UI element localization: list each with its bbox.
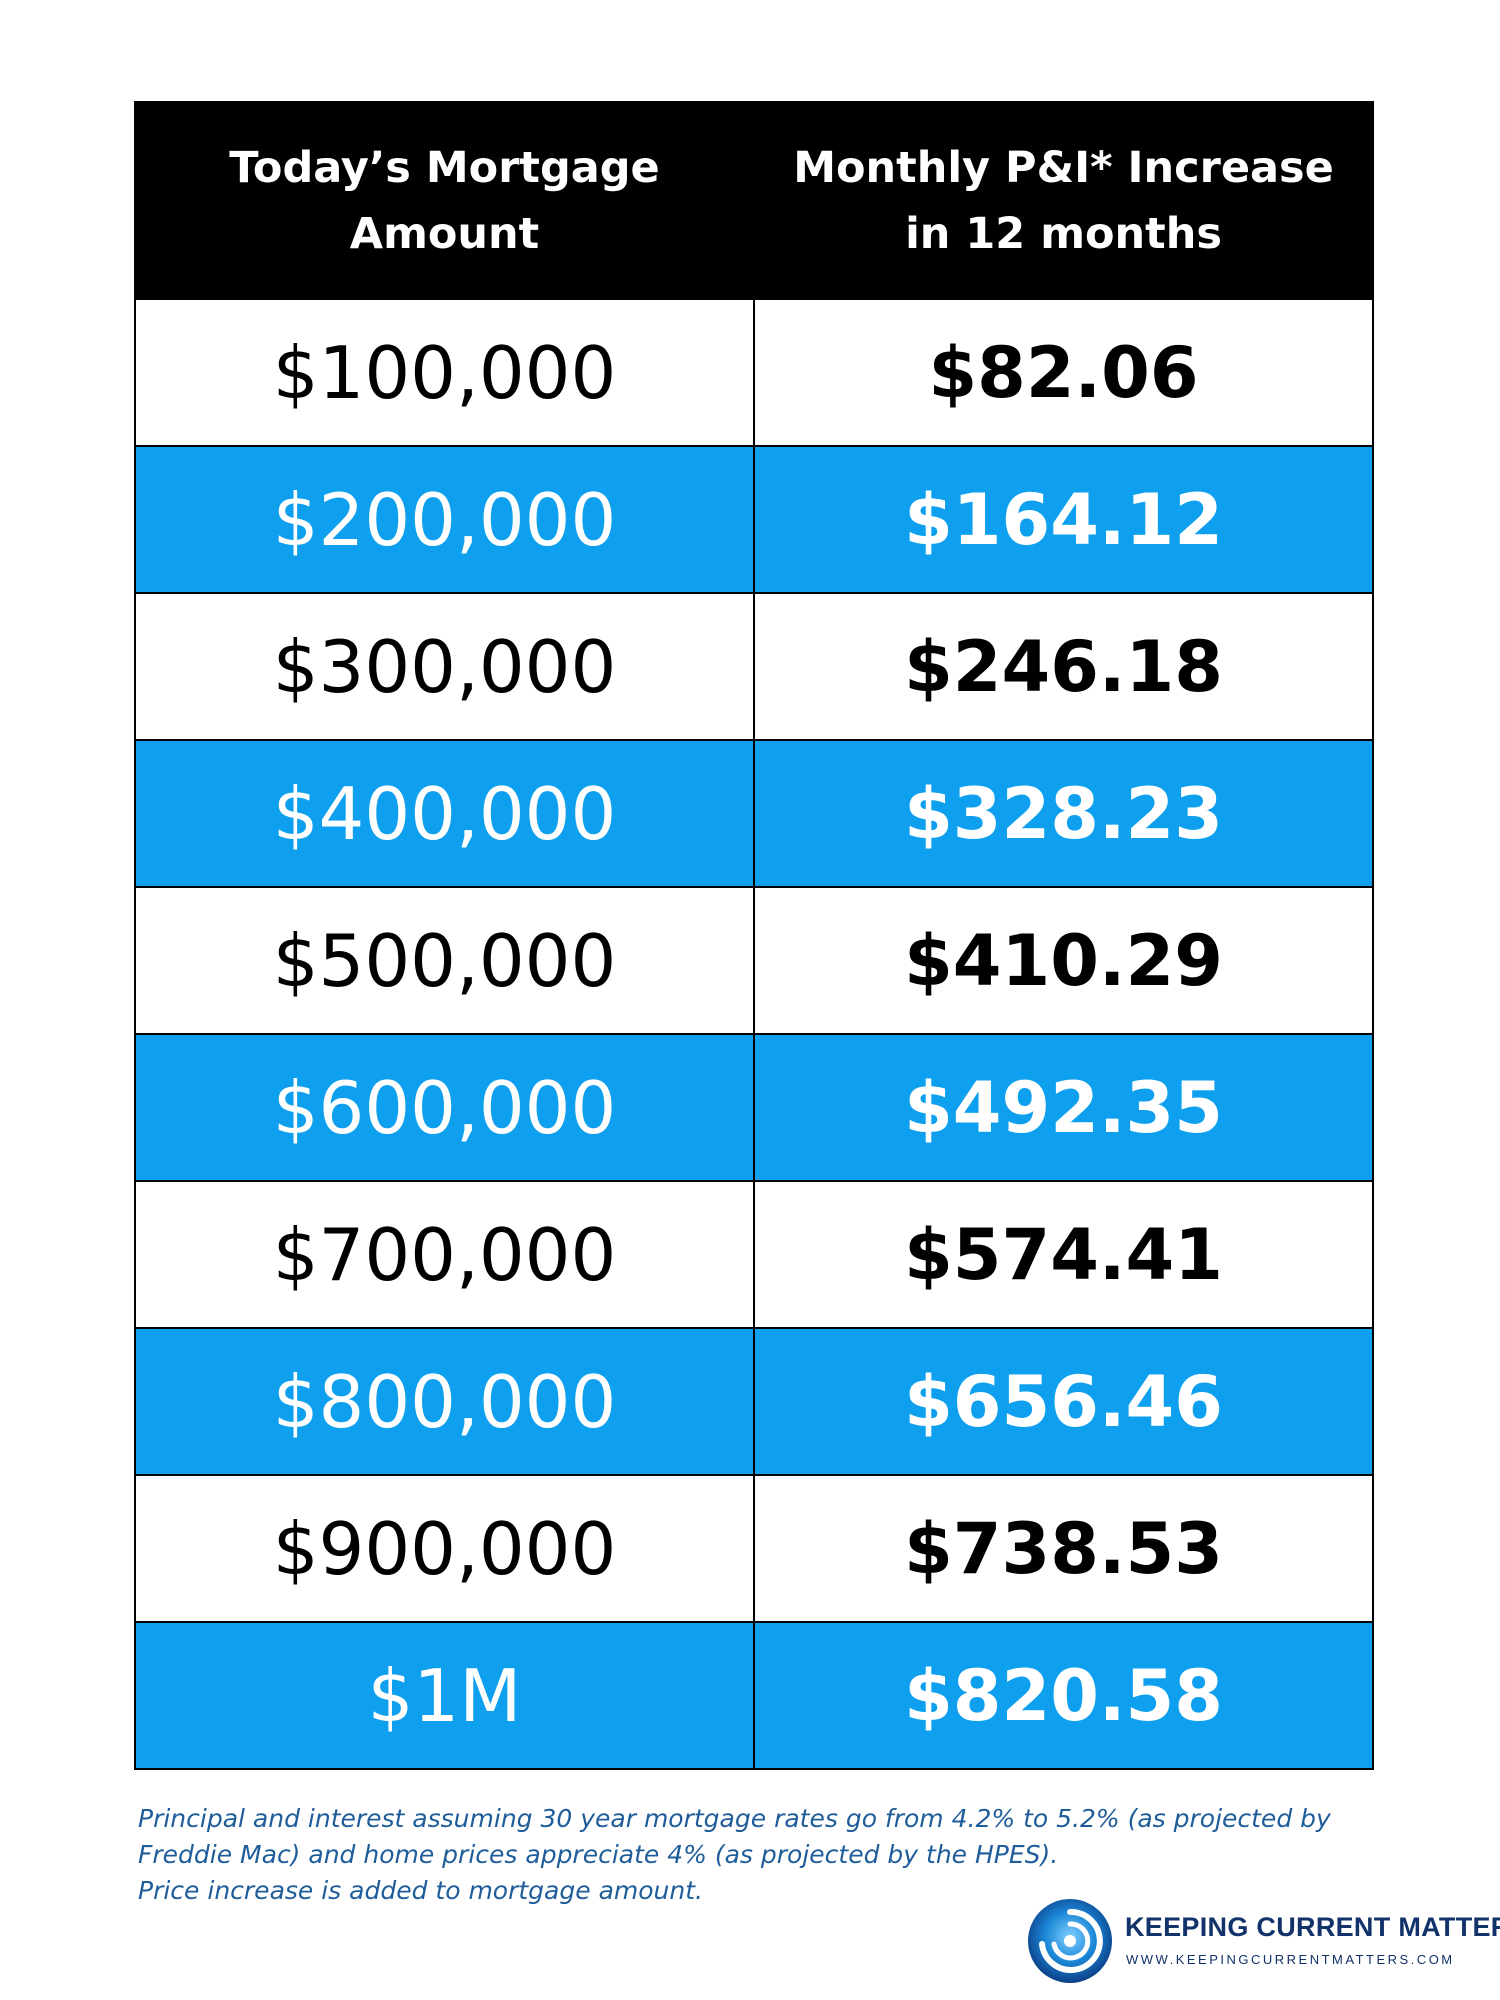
footnote-line-1: Principal and interest assuming 30 year …	[138, 1804, 1331, 1833]
mortgage-amount-cell: $1M	[134, 1621, 755, 1770]
table-row: $600,000 $492.35	[134, 1033, 1374, 1182]
brand-logo-block: KEEPING CURRENT MATTERS WWW.KEEPINGCURRE…	[1025, 1896, 1500, 1986]
header-monthly-increase-line2: in 12 months	[905, 208, 1222, 259]
monthly-increase-cell: $164.12	[753, 445, 1374, 594]
table-row: $800,000 $656.46	[134, 1327, 1374, 1476]
swirl-logo-icon	[1028, 1899, 1112, 1983]
header-mortgage-amount: Today’s Mortgage Amount	[134, 101, 755, 300]
footnote-line-3: Price increase is added to mortgage amou…	[138, 1876, 703, 1905]
brand-name: KEEPING CURRENT MATTERS	[1125, 1912, 1500, 1942]
monthly-increase-cell: $656.46	[753, 1327, 1374, 1476]
footnote-line-2: Freddie Mac) and home prices appreciate …	[138, 1840, 1059, 1869]
header-monthly-increase-line1: Monthly P&I* Increase	[793, 142, 1334, 193]
header-mortgage-amount-line1: Today’s Mortgage	[229, 142, 660, 193]
table-row: $100,000 $82.06	[134, 298, 1374, 447]
mortgage-amount-cell: $300,000	[134, 592, 755, 741]
mortgage-amount-cell: $200,000	[134, 445, 755, 594]
table-row: $400,000 $328.23	[134, 739, 1374, 888]
mortgage-amount-cell: $500,000	[134, 886, 755, 1035]
table-header-row: Today’s Mortgage Amount Monthly P&I* Inc…	[134, 101, 1374, 300]
footnote: Principal and interest assuming 30 year …	[138, 1801, 1368, 1909]
header-mortgage-amount-line2: Amount	[349, 208, 540, 259]
table-row: $1M $820.58	[134, 1621, 1374, 1770]
mortgage-amount-cell: $800,000	[134, 1327, 755, 1476]
mortgage-table: Today’s Mortgage Amount Monthly P&I* Inc…	[134, 101, 1374, 1770]
monthly-increase-cell: $492.35	[753, 1033, 1374, 1182]
monthly-increase-cell: $328.23	[753, 739, 1374, 888]
monthly-increase-cell: $738.53	[753, 1474, 1374, 1623]
header-monthly-increase: Monthly P&I* Increase in 12 months	[753, 101, 1374, 300]
mortgage-amount-cell: $900,000	[134, 1474, 755, 1623]
monthly-increase-cell: $574.41	[753, 1180, 1374, 1329]
monthly-increase-cell: $820.58	[753, 1621, 1374, 1770]
table-row: $900,000 $738.53	[134, 1474, 1374, 1623]
mortgage-amount-cell: $700,000	[134, 1180, 755, 1329]
table-row: $700,000 $574.41	[134, 1180, 1374, 1329]
mortgage-amount-cell: $600,000	[134, 1033, 755, 1182]
table-row: $300,000 $246.18	[134, 592, 1374, 741]
table-row: $200,000 $164.12	[134, 445, 1374, 594]
table-row: $500,000 $410.29	[134, 886, 1374, 1035]
table-body: $100,000 $82.06 $200,000 $164.12 $300,000 $24…	[134, 298, 1374, 1770]
monthly-increase-cell: $410.29	[753, 886, 1374, 1035]
monthly-increase-cell: $246.18	[753, 592, 1374, 741]
mortgage-amount-cell: $400,000	[134, 739, 755, 888]
monthly-increase-cell: $82.06	[753, 298, 1374, 447]
mortgage-amount-cell: $100,000	[134, 298, 755, 447]
brand-url: WWW.KEEPINGCURRENTMATTERS.COM	[1126, 1952, 1455, 1967]
